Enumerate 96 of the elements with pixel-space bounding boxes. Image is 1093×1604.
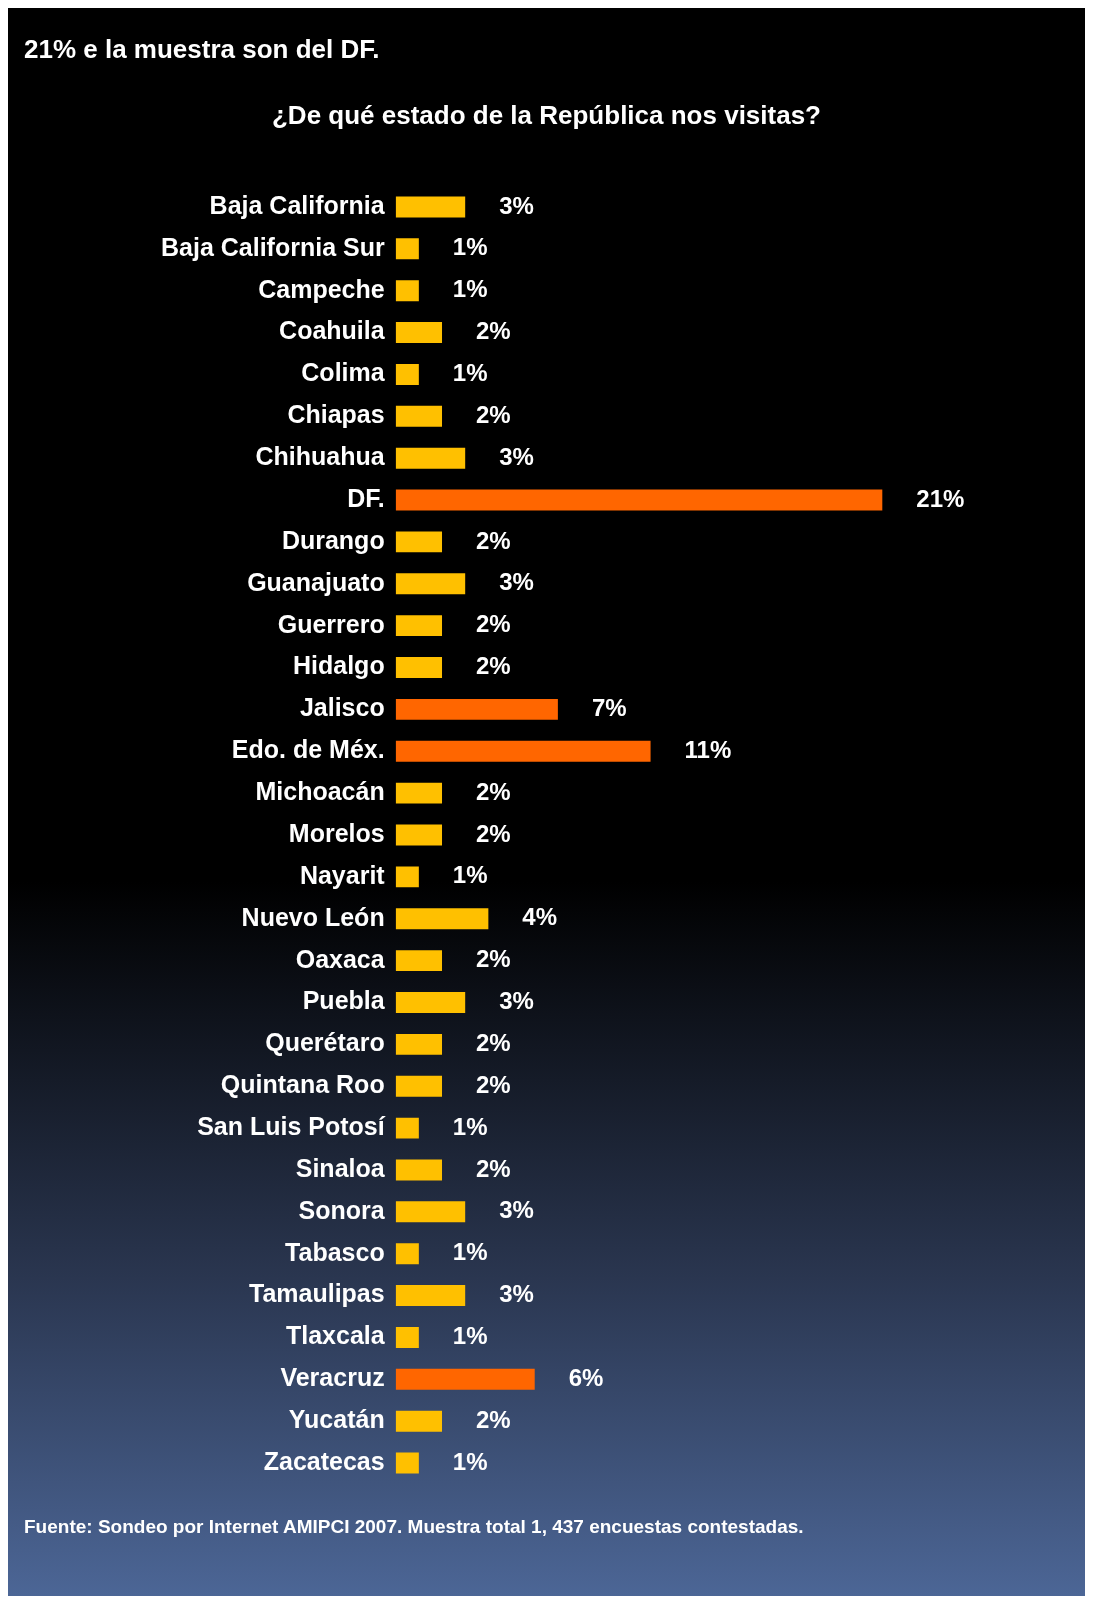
data-label: 2% [476,526,511,554]
bar [395,657,443,678]
y-tick-label: Colima [301,358,386,387]
bar [395,1159,443,1181]
data-label: 2% [476,610,511,638]
source-note: Fuente: Sondeo por Internet AMIPCI 2007. Muestra total 1, 437 encuestas contestadas. [24,1516,805,1538]
data-label: 21% [916,484,965,512]
data-label: 2% [476,400,511,428]
y-tick-label: Sinaloa [295,1153,386,1182]
y-tick-label: Sonora [298,1195,386,1224]
bar [395,447,466,469]
bar [395,1368,535,1390]
y-tick-label: Nuevo León [241,902,385,931]
bar [395,238,419,260]
data-label: 6% [568,1363,604,1391]
data-label: 2% [476,1070,511,1098]
data-label: 2% [476,1405,511,1433]
data-label: 3% [499,442,534,470]
data-label: 2% [476,777,511,805]
y-tick-label: Hidalgo [293,651,385,680]
data-label: 2% [476,819,511,847]
y-tick-label: Chiapas [287,400,385,429]
data-label: 1% [452,861,488,889]
bar [395,615,443,637]
y-tick-label: Baja California Sur [161,232,385,261]
y-tick-label: Morelos [288,818,385,847]
bar [395,573,466,595]
bar [395,782,443,804]
bar [395,866,419,888]
y-tick-label: Baja California [209,190,386,219]
data-label: 3% [499,568,534,596]
y-tick-label: Puebla [302,986,386,1015]
bar [395,280,419,302]
data-label: 1% [452,1238,488,1266]
y-tick-label: Jalisco [299,693,385,722]
bar [395,824,443,846]
y-tick-label: San Luis Potosí [197,1111,386,1140]
data-label: 2% [476,652,511,680]
data-label: 11% [684,735,732,763]
data-label: 1% [452,1112,488,1140]
y-tick-label: Michoacán [255,777,385,806]
bar [395,740,651,762]
y-tick-label: Querétaro [265,1028,385,1057]
y-tick-label: Guanajuato [247,567,385,596]
data-label: 7% [591,694,627,722]
bar [395,531,443,553]
bar [395,1201,466,1223]
data-label: 2% [476,317,511,345]
data-label: 1% [452,1447,488,1475]
bar [395,1075,443,1097]
data-label: 2% [476,1028,511,1056]
data-label: 3% [499,987,534,1015]
y-tick-label: Quintana Roo [220,1070,385,1099]
y-tick-label: Chihuahua [255,442,386,471]
bar [395,698,558,720]
y-tick-label: Oaxaca [295,944,386,973]
bar [395,405,443,427]
bar [395,1117,419,1139]
bar [395,908,489,930]
bar [395,196,466,218]
bar [395,1452,419,1474]
bar [395,1285,466,1307]
data-label: 1% [452,275,488,303]
y-tick-label: Tamaulipas [248,1279,385,1308]
data-label: 2% [476,945,511,973]
y-tick-label: Edo. de Méx. [231,735,385,764]
data-label: 3% [499,1196,534,1224]
y-tick-label: Yucatán [288,1405,385,1434]
data-label: 4% [522,903,558,931]
y-tick-label: DF. [347,483,385,512]
data-label: 1% [452,359,488,387]
bar [395,1410,443,1432]
bar [395,1326,419,1348]
data-label: 2% [476,1154,511,1182]
bar [395,1033,443,1055]
data-label: 3% [499,191,534,219]
y-tick-label: Tlaxcala [285,1321,386,1350]
y-tick-label: Coahuila [279,316,386,345]
data-label: 1% [452,1322,488,1350]
bar [395,489,883,511]
y-tick-label: Zacatecas [263,1446,385,1475]
y-tick-label: Veracruz [280,1363,385,1392]
bar [395,1243,419,1265]
y-tick-label: Tabasco [285,1237,385,1266]
bar [395,363,419,385]
y-tick-label: Campeche [258,274,385,303]
bar [395,950,443,972]
chart-subtitle: ¿De qué estado de la República nos visitas? [270,100,822,131]
bar [395,992,466,1013]
y-tick-label: Guerrero [277,609,385,638]
bar [395,322,443,344]
y-tick-label: Durango [281,525,385,554]
data-label: 1% [452,233,488,261]
chart-title: 21% e la muestra son del DF. [24,34,380,65]
data-label: 3% [499,1280,534,1308]
y-tick-label: Nayarit [299,860,386,889]
